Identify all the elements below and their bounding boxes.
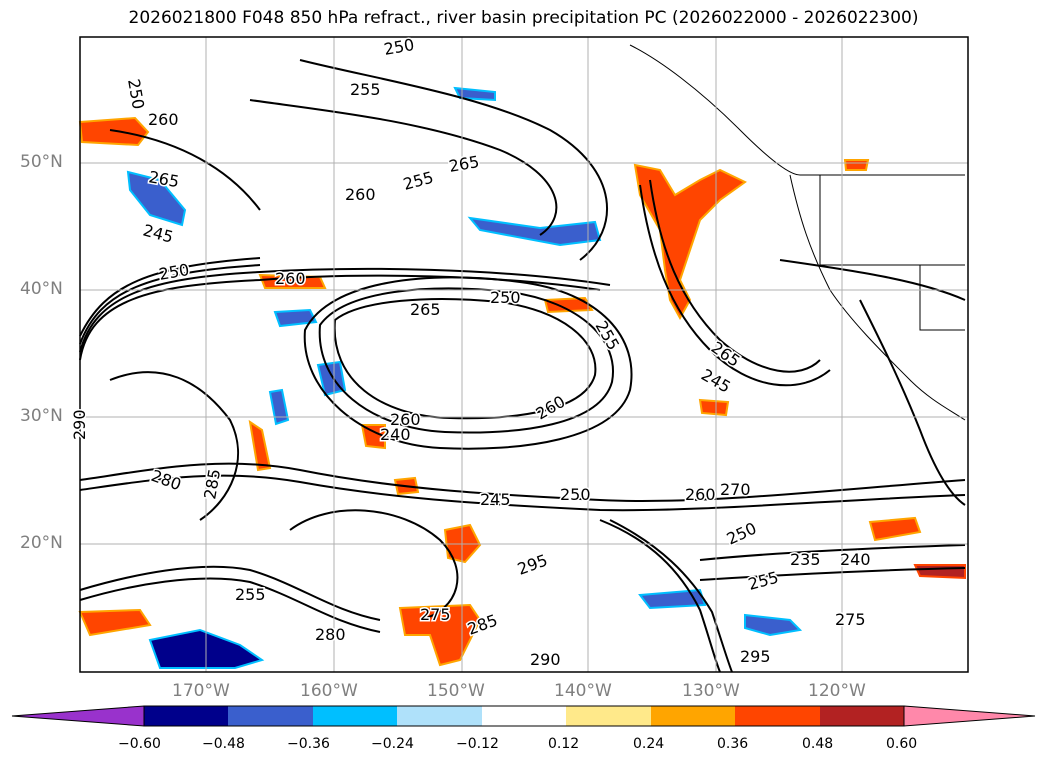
colorbar-tick: −0.12 <box>456 736 499 752</box>
colorbar-tick: −0.24 <box>371 736 414 752</box>
contour-label: 265 <box>447 152 480 176</box>
contour-label: 290 <box>530 650 561 669</box>
contour-label: 280 <box>149 466 184 494</box>
colorbar-tick: 0.60 <box>886 736 918 752</box>
colorbar-bin <box>397 706 482 726</box>
contour-label: 260 <box>685 485 716 504</box>
contour-label: 260 <box>533 392 569 424</box>
coastline <box>629 44 966 421</box>
lon-label: 120°W <box>808 681 866 701</box>
colorbar-extend-right <box>903 705 1036 727</box>
lon-label: 160°W <box>300 681 358 701</box>
contour-label: 260 <box>275 269 306 288</box>
colorbar-tick: 0.36 <box>717 736 749 752</box>
contour-label: 240 <box>840 550 871 569</box>
contour-label: 270 <box>720 480 751 499</box>
lon-label: 130°W <box>682 681 740 701</box>
contour-label: 250 <box>124 77 148 110</box>
contour-label: 285 <box>200 467 224 500</box>
contour-label-group: 2502602652452502552602552652502602652502… <box>69 33 873 670</box>
contour-label: 275 <box>420 605 451 624</box>
lon-label: 170°W <box>172 681 230 701</box>
contour-label: 250 <box>490 288 521 307</box>
colorbar-bin <box>144 706 228 726</box>
contour-label: 260 <box>345 185 376 204</box>
contour-label: 275 <box>835 610 866 629</box>
gridlines <box>80 37 968 672</box>
lat-label: 50°N <box>20 152 63 172</box>
colorbar-tick: 0.24 <box>633 736 665 752</box>
lat-label: 40°N <box>20 279 63 299</box>
contour-label: 260 <box>390 410 421 429</box>
colorbar <box>11 705 1036 727</box>
colorbar-tick: 0.12 <box>548 736 580 752</box>
colorbar-tick: −0.36 <box>287 736 330 752</box>
map-frame <box>79 36 969 673</box>
contour-label: 245 <box>141 221 175 247</box>
colorbar-bin <box>228 706 313 726</box>
contour-label: 265 <box>708 338 744 371</box>
colorbar-tick: −0.48 <box>202 736 245 752</box>
contour-label: 280 <box>315 625 346 644</box>
refractivity-contours <box>79 59 966 673</box>
colorbar-bin <box>313 706 397 726</box>
lat-label: 20°N <box>20 533 63 553</box>
contour-label: 255 <box>401 168 435 194</box>
contour-label: 250 <box>382 35 415 59</box>
contour-label: 260 <box>148 110 179 129</box>
contour-label: 255 <box>592 318 624 354</box>
contour-label: 265 <box>410 300 441 319</box>
colorbar-bin <box>735 706 820 726</box>
colorbar-tick: −0.60 <box>118 736 161 752</box>
contour-label: 245 <box>480 490 511 509</box>
colorbar-bin <box>651 706 735 726</box>
lon-label: 140°W <box>554 681 612 701</box>
contour-label: 250 <box>560 485 591 504</box>
contour-label: 255 <box>350 80 381 99</box>
contour-label: 240 <box>380 425 411 444</box>
colorbar-bin <box>820 706 904 726</box>
colorbar-extend-left <box>11 705 145 727</box>
colorbar-bin <box>566 706 651 726</box>
contour-label: 295 <box>740 647 771 666</box>
colorbar-bin <box>482 706 566 726</box>
lon-label: 150°W <box>427 681 485 701</box>
map-title: 2026021800 F048 850 hPa refract., river … <box>128 8 919 28</box>
contour-label: 255 <box>746 568 780 594</box>
contour-label: 255 <box>235 585 266 604</box>
lat-label: 30°N <box>20 406 63 426</box>
colorbar-frame <box>143 705 905 727</box>
contour-label: 290 <box>70 409 89 440</box>
contour-label: 235 <box>790 550 821 569</box>
colorbar-tick: 0.48 <box>802 736 834 752</box>
contour-label: 295 <box>515 550 550 578</box>
